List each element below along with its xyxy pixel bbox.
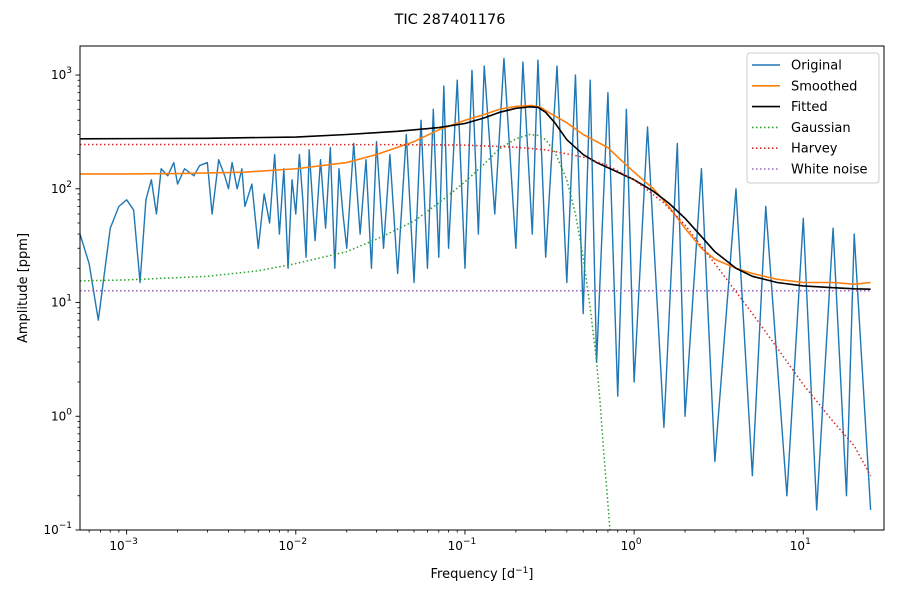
- legend-entry-label: Smoothed: [791, 79, 857, 94]
- x-tick-label: 10−1: [448, 537, 477, 553]
- series-smoothed-line: [80, 104, 871, 285]
- legend: Original Smoothed Fitted Gaussian Harvey Whit…: [746, 52, 880, 184]
- legend-entry-label: Gaussian: [791, 121, 851, 136]
- y-axis: 10−1 100 101 102 103: [43, 66, 80, 537]
- series-layer: [80, 57, 872, 530]
- legend-entry-label: Fitted: [791, 100, 828, 115]
- y-tick-label: 103: [51, 66, 72, 82]
- x-axis: 10−3 10−2 10−1 100 101: [88, 530, 855, 553]
- x-tick-label: 10−3: [109, 537, 138, 553]
- legend-entry-label: White noise: [791, 163, 868, 178]
- y-axis-label: Amplitude [ppm]: [16, 233, 31, 343]
- x-axis-label-superscript: −1: [515, 566, 528, 576]
- y-tick-label: 101: [51, 294, 72, 310]
- legend-entry-label: Original: [791, 59, 842, 74]
- series-harvey-line: [80, 143, 872, 477]
- y-tick-label: 10−1: [43, 521, 72, 537]
- y-tick-label: 102: [51, 180, 72, 196]
- x-axis-label: Frequency [d−1]: [431, 566, 534, 582]
- series-fitted-line: [80, 106, 871, 290]
- x-tick-label: 101: [790, 537, 811, 553]
- chart-title: TIC 287401176: [394, 12, 506, 28]
- y-tick-label: 100: [51, 407, 72, 423]
- series-original-line: [80, 57, 872, 511]
- series-gaussian-line: [80, 133, 611, 530]
- plot-frame: [79, 45, 885, 531]
- x-tick-label: 10−2: [279, 537, 308, 553]
- legend-entry-label: Harvey: [791, 142, 838, 157]
- x-tick-label: 100: [621, 537, 642, 553]
